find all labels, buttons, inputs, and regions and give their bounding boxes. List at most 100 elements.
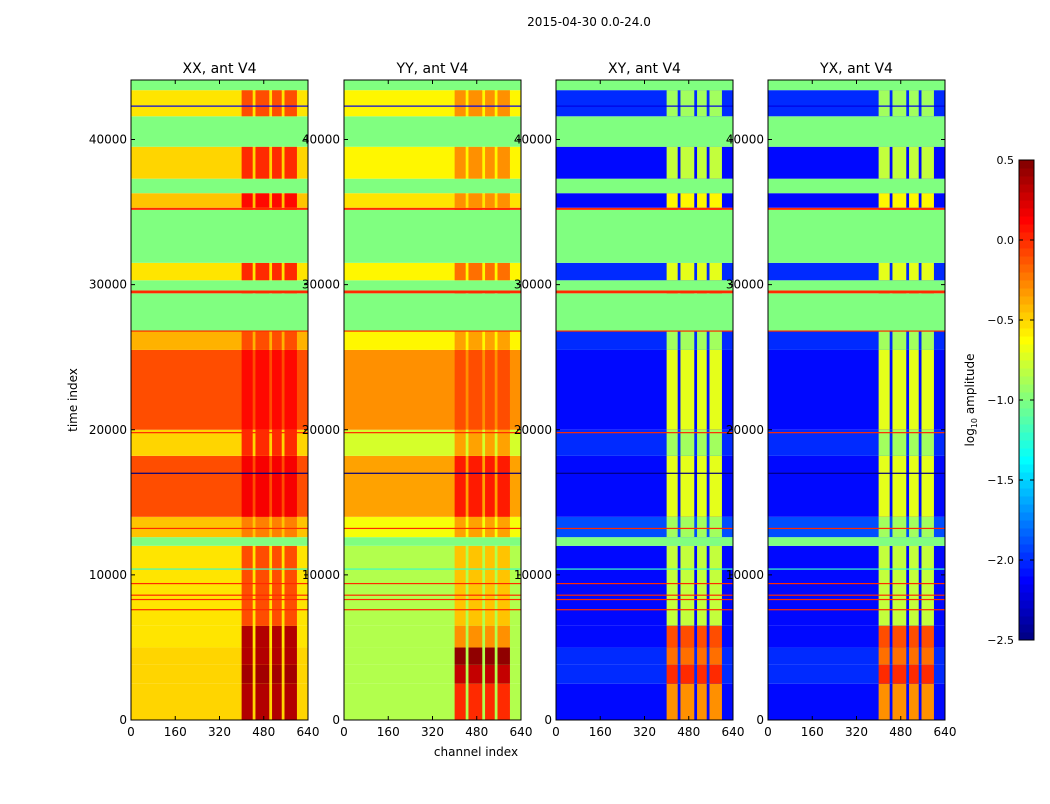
x-tick-label: 640 [510,725,533,739]
y-tick-label: 40000 [514,133,552,147]
x-tick-label: 0 [340,725,348,739]
heatmap-rfi-cell [909,625,919,648]
heatmap-rfi-cell [709,262,722,281]
heatmap-rfi-cell [878,664,890,684]
heatmap-rfi-cell [921,193,934,208]
heatmap-rfi-cell [680,90,695,117]
heatmap-rfi-cell [666,429,678,456]
heatmap-rfi-cell [468,664,483,684]
heatmap-band [131,116,308,147]
heatmap-rfi-cell [255,90,270,117]
heatmap-rfi-cell [255,429,270,456]
heatmap-rfi-cell [454,193,466,208]
figure-title: 2015-04-30 0.0-24.0 [527,15,651,29]
heatmap-rfi-cell [241,455,253,517]
heatmap-rfi-cell [892,545,907,626]
heatmap-rfi-cell [709,455,722,517]
heatmap-band [556,207,733,210]
heatmap-rfi-cell [892,193,907,208]
heatmap-rfi-cell [909,262,919,281]
colorbar-segment [1019,592,1034,601]
heatmap-rfi-cell [272,516,282,538]
heatmap-rfi-cell [666,207,678,210]
heatmap-rfi-cell [921,331,934,350]
heatmap-rfi-cell [468,545,483,626]
heatmap-rfi-cell [878,331,890,350]
heatmap-flag-line [768,594,945,596]
heatmap-band [768,207,945,210]
colorbar-segment [1019,552,1034,561]
heatmap-rfi-cell [241,429,253,456]
heatmap-rfi-cell [697,664,707,684]
heatmap-rfi-cell [272,349,282,430]
heatmap-rfi-cell [485,331,495,350]
heatmap-flag-line [344,432,521,434]
heatmap-flag-line [768,609,945,611]
heatmap-flag-line [131,527,308,530]
heatmap-rfi-cell [454,683,466,720]
y-tick-label: 20000 [302,423,340,437]
heatmap-rfi-cell [892,664,907,684]
heatmap-rfi-cell [909,349,919,430]
heatmap-rfi-cell [892,349,907,430]
heatmap-flag-line [768,582,945,585]
heatmap-rfi-cell [255,146,270,179]
heatmap-band [344,178,521,194]
heatmap-rfi-cell [454,331,466,350]
heatmap-rfi-cell [697,193,707,208]
heatmap-rfi-cell [892,647,907,665]
heatmap-flag-line [344,609,521,611]
panel-title: XY, ant V4 [608,61,681,77]
x-tick-label: 160 [801,725,824,739]
colorbar-segment [1019,280,1034,289]
colorbar-segment [1019,216,1034,225]
heatmap-rfi-cell [241,331,253,350]
heatmap-rfi-cell [680,331,695,350]
colorbar-segment [1019,464,1034,473]
heatmap-rfi-cell [454,290,466,294]
heatmap-rfi-cell [921,90,934,117]
colorbar-tick-label: −1.0 [987,394,1014,407]
heatmap-rfi-cell [921,290,934,294]
heatmap-rfi-cell [666,290,678,294]
colorbar-segment [1019,176,1034,185]
heatmap-rfi-cell [497,625,510,648]
heatmap-rfi-cell [878,349,890,430]
heatmap-flag-line [556,594,733,596]
y-tick-label: 20000 [89,423,127,437]
colorbar-tick-label: −2.0 [987,554,1014,567]
y-tick-label: 20000 [514,423,552,437]
heatmap-rfi-cell [241,262,253,281]
heatmap-rfi-cell [241,625,253,648]
heatmap-rfi-cell [909,90,919,117]
heatmap-flag-line [344,330,521,332]
heatmap-rfi-cell [666,647,678,665]
heatmap-rfi-cell [697,207,707,210]
heatmap-rfi-cell [272,683,282,720]
heatmap-rfi-cell [666,331,678,350]
heatmap-rfi-cell [454,664,466,684]
y-axis-label: time index [66,368,80,432]
colorbar-segment [1019,600,1034,609]
colorbar-segment [1019,288,1034,297]
heatmap-flag-line [131,568,308,570]
heatmap-band [344,209,521,263]
heatmap-rfi-cell [666,262,678,281]
heatmap-rfi-cell [485,193,495,208]
heatmap-rfi-cell [497,193,510,208]
heatmap-rfi-cell [666,349,678,430]
heatmap-rfi-cell [666,664,678,684]
heatmap-band [768,280,945,291]
heatmap-rfi-cell [241,207,253,210]
heatmap-flag-line [131,594,308,596]
colorbar-segment [1019,560,1034,569]
heatmap-rfi-cell [921,349,934,430]
colorbar-segment [1019,448,1034,457]
colorbar-segment [1019,480,1034,489]
heatmap-rfi-cell [454,90,466,117]
y-tick-label: 40000 [726,133,764,147]
heatmap-rfi-cell [909,331,919,350]
heatmap-rfi-cell [497,545,510,626]
colorbar-segment [1019,200,1034,209]
heatmap-rfi-cell [680,146,695,179]
